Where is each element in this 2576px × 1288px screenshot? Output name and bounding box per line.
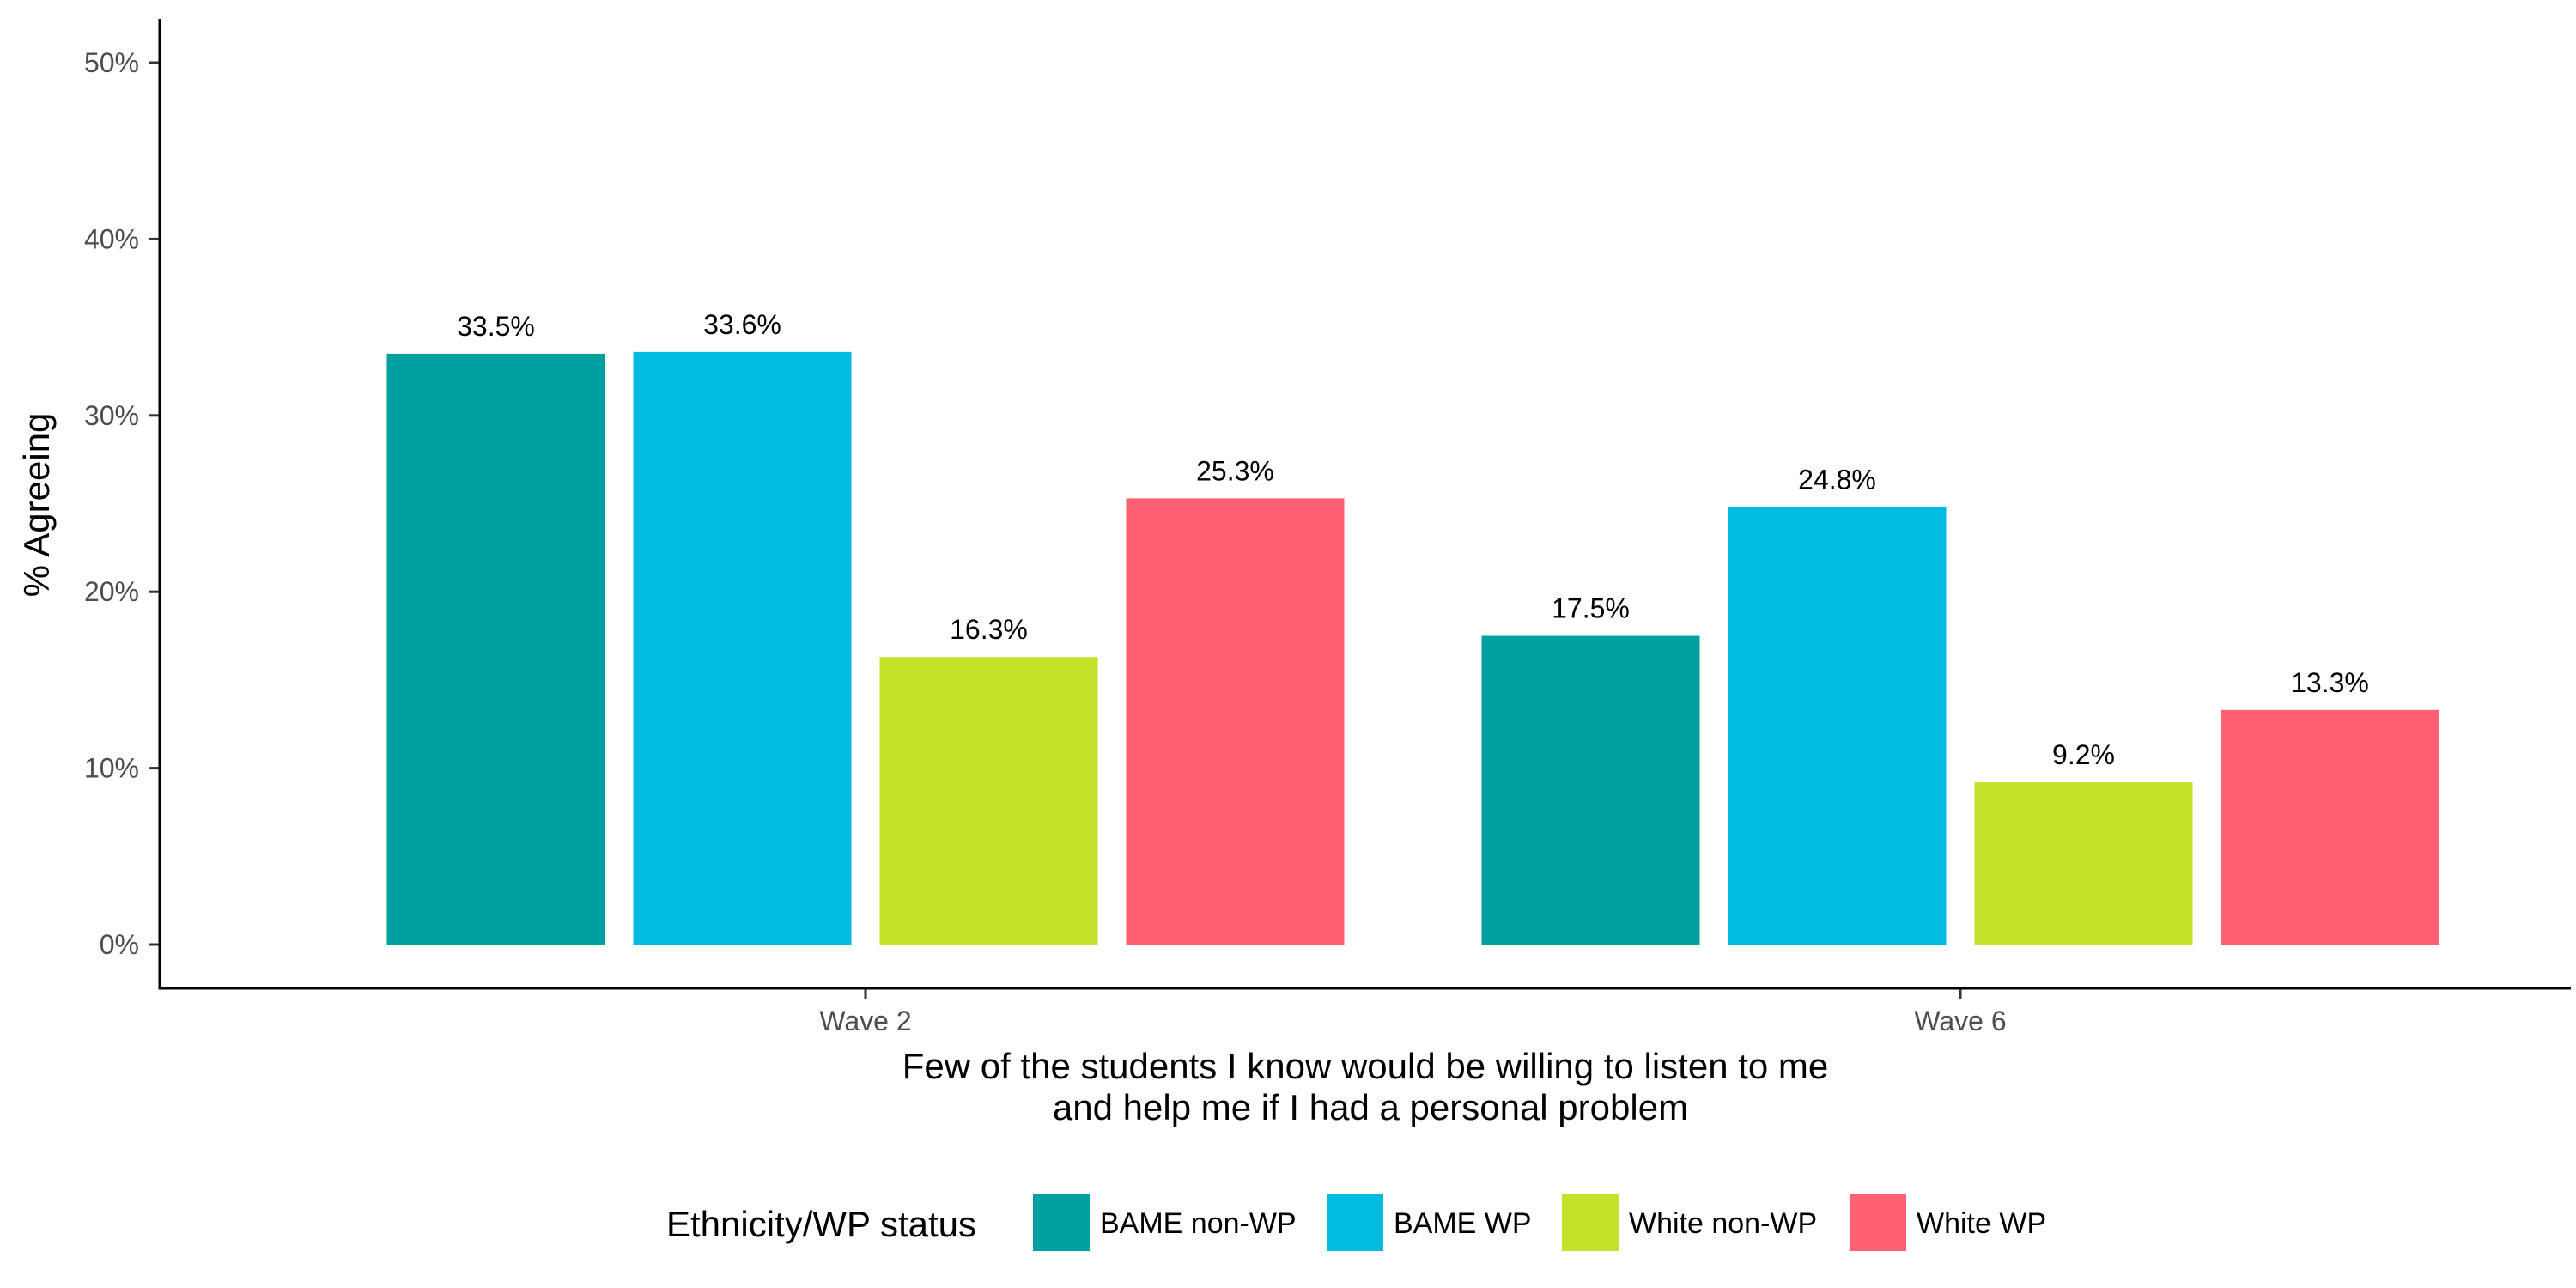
bar-value-label: 13.3% bbox=[2291, 667, 2369, 698]
legend-key bbox=[1327, 1194, 1383, 1251]
x-tick-label: Wave 2 bbox=[819, 1005, 911, 1036]
legend-title: Ethnicity/WP status bbox=[666, 1204, 976, 1244]
bars bbox=[386, 351, 2439, 945]
legend: Ethnicity/WP status BAME non-WP BAME WP Wh… bbox=[666, 1194, 2046, 1251]
y-axis-title: % Agreeing bbox=[16, 413, 57, 598]
bar-bame-non-wp-wave-2 bbox=[386, 353, 605, 945]
bar-value-label: 17.5% bbox=[1552, 593, 1630, 624]
y-axis-ticks: 0% 10% 20% 30% 40% 50% bbox=[84, 47, 160, 960]
legend-label: BAME WP bbox=[1394, 1207, 1532, 1240]
bar-value-label: 9.2% bbox=[2052, 739, 2115, 770]
bar-bame-wp-wave-6 bbox=[1728, 507, 1947, 945]
bar-value-label: 33.5% bbox=[457, 311, 535, 342]
legend-key bbox=[1562, 1194, 1619, 1251]
x-axis-title-line-2: and help me if I had a personal problem bbox=[1053, 1087, 1688, 1127]
bar-bame-wp-wave-2 bbox=[633, 351, 852, 945]
legend-key bbox=[1033, 1194, 1090, 1251]
y-tick-label: 0% bbox=[100, 929, 139, 960]
bar-bame-non-wp-wave-6 bbox=[1481, 635, 1700, 945]
legend-key bbox=[1850, 1194, 1906, 1251]
x-axis-title-line-1: Few of the students I know would be will… bbox=[902, 1046, 1829, 1086]
data-labels: 33.5% 33.6% 16.3% 25.3% 17.5% 24.8% 9.2% 13.3% bbox=[457, 309, 2369, 770]
legend-label: White non-WP bbox=[1629, 1207, 1817, 1240]
bar-white-non-wp-wave-6 bbox=[1974, 782, 2193, 945]
y-tick-label: 30% bbox=[84, 400, 139, 431]
bar-value-label: 25.3% bbox=[1196, 455, 1274, 486]
legend-label: BAME non-WP bbox=[1100, 1207, 1297, 1240]
y-tick-label: 20% bbox=[84, 576, 139, 607]
bar-value-label: 33.6% bbox=[703, 309, 781, 340]
y-tick-label: 50% bbox=[84, 47, 139, 78]
bar-white-wp-wave-6 bbox=[2221, 709, 2439, 945]
y-tick-label: 40% bbox=[84, 223, 139, 254]
legend-label: White WP bbox=[1917, 1207, 2046, 1240]
bar-value-label: 24.8% bbox=[1798, 465, 1876, 495]
x-axis-ticks: Wave 2 Wave 6 bbox=[819, 988, 2007, 1036]
bar-value-label: 16.3% bbox=[950, 614, 1028, 645]
x-tick-label: Wave 6 bbox=[1914, 1005, 2006, 1036]
y-tick-label: 10% bbox=[84, 753, 139, 784]
bar-white-wp-wave-2 bbox=[1126, 498, 1345, 945]
bar-white-non-wp-wave-2 bbox=[879, 657, 1098, 945]
